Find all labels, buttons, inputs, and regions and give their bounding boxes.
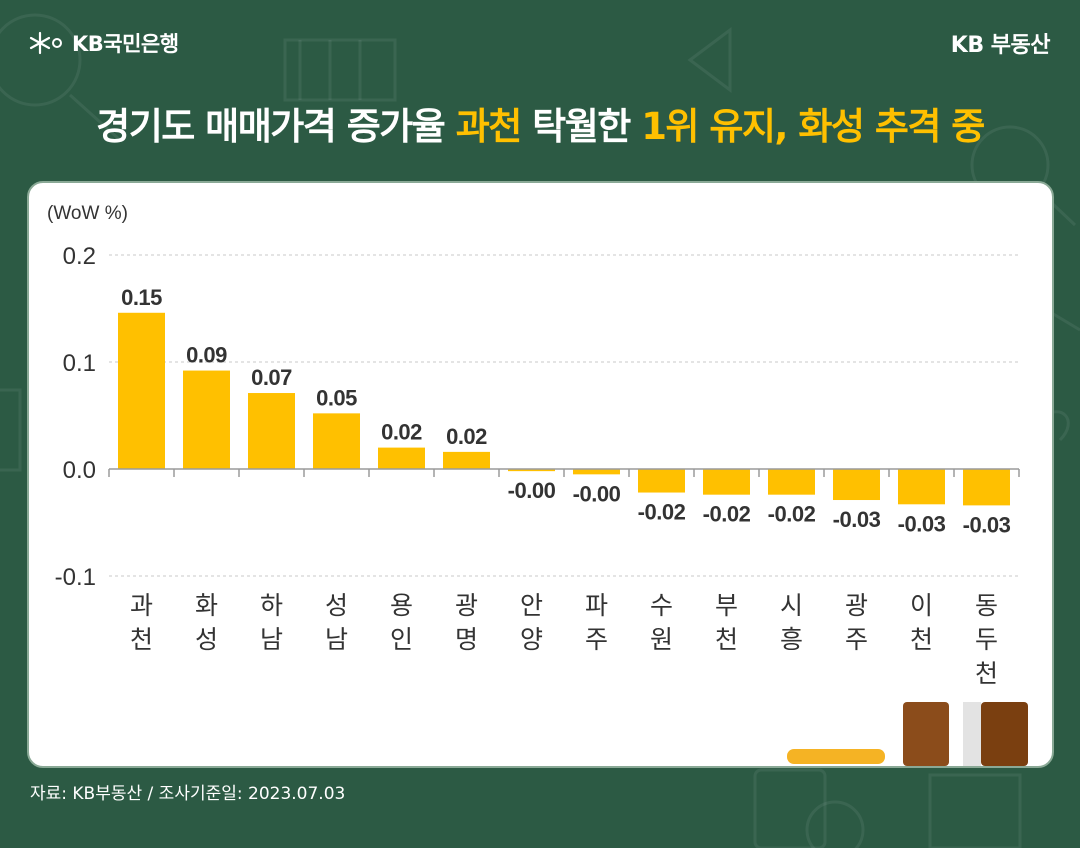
bar-3 <box>313 413 360 469</box>
bar-4 <box>378 447 425 469</box>
source-note: 자료: KB부동산 / 조사기준일: 2023.07.03 <box>30 784 346 804</box>
data-label-3: 0.05 <box>316 385 357 410</box>
data-label-11: -0.03 <box>833 507 881 532</box>
y-unit-label: (WoW %) <box>47 203 128 224</box>
data-label-6: -0.00 <box>508 478 556 503</box>
bar-8 <box>638 469 685 493</box>
decor-book-2 <box>981 702 1028 766</box>
bar-10 <box>768 469 815 495</box>
bar-0 <box>118 312 165 469</box>
data-label-13: -0.03 <box>963 512 1011 537</box>
chart-card: (WoW %) 0.2 0.1 0.0 -0.1 0.15 0.09 0.07 0.05 0.02… <box>27 181 1054 768</box>
data-label-10: -0.02 <box>768 502 816 527</box>
bar-11 <box>833 469 880 501</box>
page-title: 경기도 매매가격 증가율 과천 탁월한 1위 유지, 화성 추격 중 <box>0 96 1080 150</box>
bar-2 <box>248 393 295 469</box>
data-label-1: 0.09 <box>186 343 227 368</box>
y-tick-label: 0.1 <box>63 350 96 377</box>
bar-5 <box>443 451 490 469</box>
decor-pencil <box>787 749 885 764</box>
title-highlight-1: 과천 <box>455 105 523 148</box>
data-label-9: -0.02 <box>703 502 751 527</box>
bar-13 <box>963 469 1010 506</box>
y-tick-label: 0.0 <box>63 457 96 484</box>
bar-6 <box>508 469 555 472</box>
data-label-2: 0.07 <box>251 365 292 390</box>
y-tick-label: 0.2 <box>63 243 96 270</box>
star-logo-icon <box>29 31 62 55</box>
kb-bank-logo: KB국민은행 <box>28 28 179 58</box>
data-label-4: 0.02 <box>381 420 422 445</box>
decor-book-pages <box>963 702 981 766</box>
data-label-5: 0.02 <box>446 424 487 449</box>
brand-label: KB 부동산 <box>950 33 1051 58</box>
bar-1 <box>183 370 230 469</box>
data-label-12: -0.03 <box>898 511 946 536</box>
bar-7 <box>573 469 620 475</box>
data-label-8: -0.02 <box>638 500 686 525</box>
data-label-0: 0.15 <box>121 285 162 310</box>
bar-12 <box>898 469 945 505</box>
logo-label: KB국민은행 <box>72 32 179 56</box>
title-part-2: 탁월한 <box>520 105 642 148</box>
y-tick-label: -0.1 <box>55 564 96 591</box>
bar-9 <box>703 469 750 495</box>
title-highlight-2: 1위 유지, 화성 추격 중 <box>641 105 985 148</box>
data-label-7: -0.00 <box>573 481 621 506</box>
title-part-1: 경기도 매매가격 증가율 <box>96 105 456 148</box>
decor-book-1 <box>903 702 949 766</box>
bar-chart: (WoW %) 0.2 0.1 0.0 -0.1 0.15 0.09 0.07 0.05 0.02… <box>47 203 1028 766</box>
